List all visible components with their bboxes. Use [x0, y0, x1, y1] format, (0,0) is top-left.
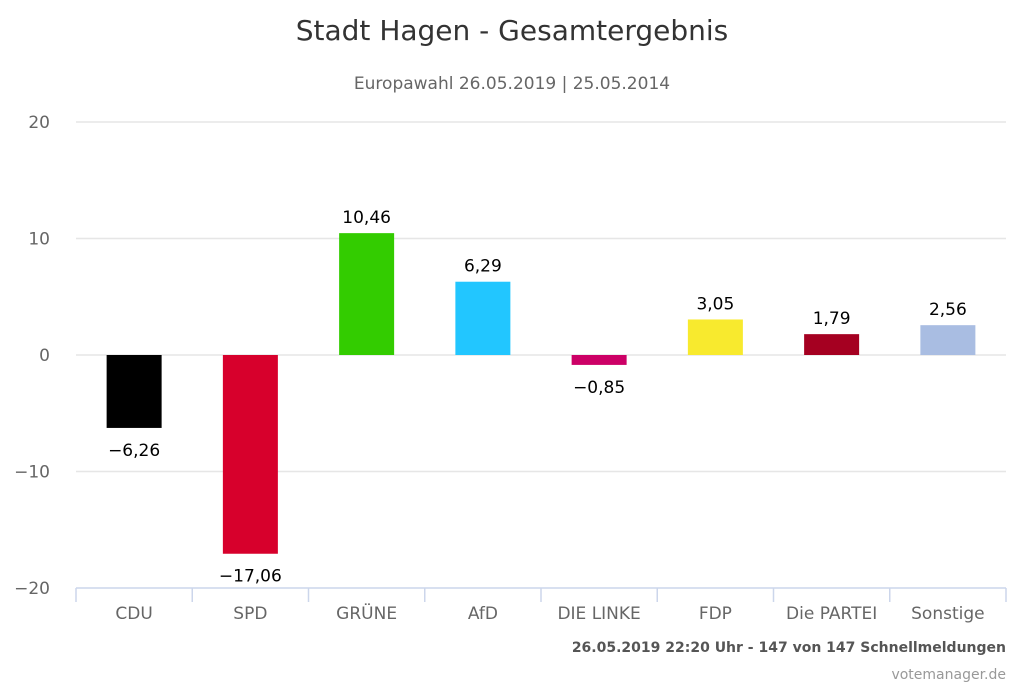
- chart-subtitle: Europawahl 26.05.2019 | 25.05.2014: [354, 74, 670, 94]
- x-tick-label: DIE LINKE: [557, 604, 640, 624]
- y-tick-label: −20: [14, 579, 50, 599]
- y-tick-label: 0: [39, 346, 50, 366]
- gridlines: [76, 121, 1006, 473]
- data-label: −17,06: [219, 567, 282, 587]
- x-axis: CDU SPD GRÜNE AfD DIE LINKE FDP Die PARTEI Sons…: [75, 587, 1007, 624]
- data-label: 6,29: [464, 257, 502, 277]
- x-tick-label: AfD: [468, 604, 498, 624]
- bar-die-linke[interactable]: [571, 355, 627, 365]
- data-label: 10,46: [342, 208, 391, 228]
- bar-fdp[interactable]: [687, 319, 743, 355]
- bar-grüne[interactable]: [339, 233, 395, 355]
- x-tick-label: GRÜNE: [336, 602, 397, 624]
- chart-title: Stadt Hagen - Gesamtergebnis: [296, 14, 728, 47]
- x-tick-label: Die PARTEI: [786, 604, 877, 624]
- x-tick-label: FDP: [699, 604, 732, 624]
- status-text: 26.05.2019 22:20 Uhr - 147 von 147 Schne…: [572, 640, 1006, 656]
- data-label: −6,26: [108, 441, 160, 461]
- y-tick-label: 10: [28, 230, 50, 250]
- credit-link[interactable]: votemanager.de: [891, 667, 1006, 683]
- bar-die-partei[interactable]: [804, 334, 860, 355]
- x-tick-label: CDU: [115, 604, 152, 624]
- data-labels: −6,26 −17,06 10,46 6,29 −0,85 3,05 1,79 2,56: [108, 208, 967, 587]
- y-axis: 20 10 0 −10 −20: [14, 113, 50, 599]
- bar-cdu[interactable]: [106, 355, 162, 428]
- bar-spd[interactable]: [222, 355, 278, 554]
- y-tick-label: 20: [28, 113, 50, 133]
- x-tick-label: Sonstige: [911, 604, 984, 624]
- y-tick-label: −10: [14, 463, 50, 483]
- data-label: 2,56: [929, 300, 967, 320]
- bar-afd[interactable]: [455, 281, 511, 355]
- bars: [106, 233, 976, 554]
- bar-sonstige[interactable]: [920, 325, 976, 355]
- x-tick-label: SPD: [233, 604, 267, 624]
- data-label: 3,05: [696, 294, 734, 314]
- data-label: 1,79: [813, 309, 851, 329]
- data-label: −0,85: [573, 378, 625, 398]
